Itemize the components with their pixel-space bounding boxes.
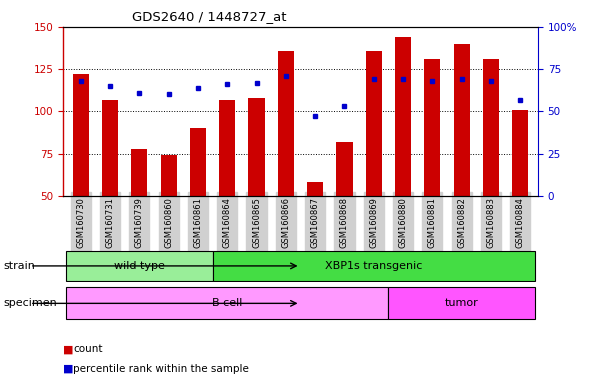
- FancyBboxPatch shape: [66, 288, 388, 319]
- Bar: [248, 98, 264, 196]
- Text: strain: strain: [3, 261, 35, 271]
- Bar: [219, 99, 235, 196]
- Text: specimen: specimen: [3, 298, 56, 308]
- Text: wild type: wild type: [114, 261, 165, 271]
- Bar: [512, 110, 528, 196]
- Bar: [337, 142, 353, 196]
- Bar: [307, 182, 323, 196]
- Text: percentile rank within the sample: percentile rank within the sample: [73, 364, 249, 374]
- FancyBboxPatch shape: [66, 251, 213, 281]
- Bar: [160, 155, 177, 196]
- FancyBboxPatch shape: [213, 251, 535, 281]
- Bar: [278, 51, 294, 196]
- Bar: [395, 37, 411, 196]
- Bar: [73, 74, 89, 196]
- Bar: [424, 59, 441, 196]
- Text: XBP1s transgenic: XBP1s transgenic: [325, 261, 423, 271]
- Text: tumor: tumor: [445, 298, 478, 308]
- Text: count: count: [73, 344, 103, 354]
- Text: B cell: B cell: [212, 298, 242, 308]
- Bar: [102, 99, 118, 196]
- Bar: [454, 44, 470, 196]
- Bar: [483, 59, 499, 196]
- FancyBboxPatch shape: [388, 288, 535, 319]
- Bar: [366, 51, 382, 196]
- Text: ■: ■: [63, 344, 73, 354]
- Bar: [190, 128, 206, 196]
- Bar: [131, 149, 147, 196]
- Text: GDS2640 / 1448727_at: GDS2640 / 1448727_at: [132, 10, 287, 23]
- Text: ■: ■: [63, 364, 73, 374]
